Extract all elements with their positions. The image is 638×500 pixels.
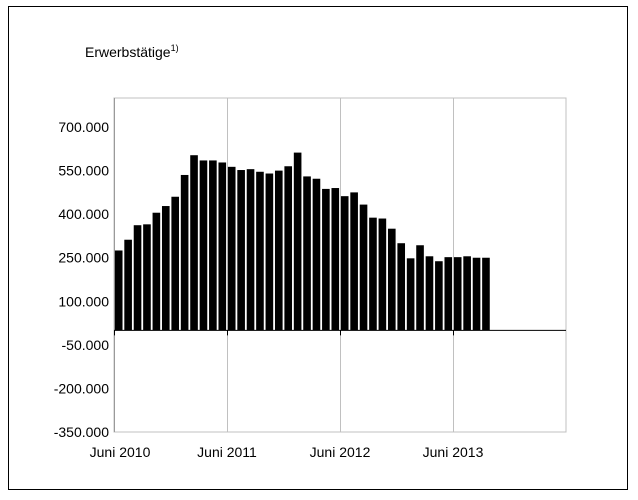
x-tick-label: Juni 2013 (423, 444, 484, 460)
bar (416, 245, 424, 331)
y-tick-label: 550.000 (58, 163, 109, 179)
bar (190, 155, 198, 331)
bar (293, 152, 302, 331)
bar (340, 196, 349, 331)
y-tick-label: -200.000 (54, 380, 109, 396)
bar (171, 196, 180, 331)
bar (180, 174, 189, 331)
bar (284, 166, 293, 331)
bar (124, 239, 132, 331)
y-tick-label: 100.000 (58, 293, 109, 309)
bar (369, 217, 377, 331)
bar (463, 256, 471, 331)
bar (143, 224, 151, 331)
y-tick-label: 700.000 (58, 119, 109, 135)
bar (303, 176, 311, 331)
bar (218, 162, 227, 331)
bar (274, 170, 283, 331)
bar (472, 257, 481, 331)
bar (265, 173, 274, 331)
bar (152, 212, 161, 331)
chart-title: Erwerbstätige1) (85, 43, 179, 60)
bar (453, 257, 462, 331)
bar (482, 257, 490, 331)
bar (350, 192, 358, 331)
bar (444, 257, 453, 331)
chart-title-footnote: 1) (170, 43, 179, 53)
bar (199, 160, 208, 331)
bar (312, 178, 321, 331)
bar (387, 228, 396, 331)
bar (209, 160, 217, 331)
x-tick-label: Juni 2012 (310, 444, 371, 460)
bar (359, 204, 368, 331)
bar (378, 218, 387, 331)
y-tick-label: 250.000 (58, 250, 109, 266)
bar (322, 188, 330, 331)
bar (237, 170, 245, 331)
bar (435, 261, 443, 331)
y-tick-label: 400.000 (58, 206, 109, 222)
bar (227, 166, 236, 331)
x-tick-label: Juni 2010 (90, 444, 151, 460)
bar (425, 256, 434, 331)
bar (133, 225, 142, 331)
bar (114, 250, 123, 331)
bar (406, 258, 415, 331)
bar (161, 206, 170, 331)
bar (331, 188, 340, 331)
y-tick-label: -50.000 (62, 337, 110, 353)
x-tick-label: Juni 2011 (197, 444, 257, 460)
y-tick-label: -350.000 (54, 424, 109, 440)
bar (246, 169, 255, 331)
chart-title-text: Erwerbstätige (85, 44, 171, 60)
bar (397, 243, 406, 331)
bar (256, 171, 264, 331)
